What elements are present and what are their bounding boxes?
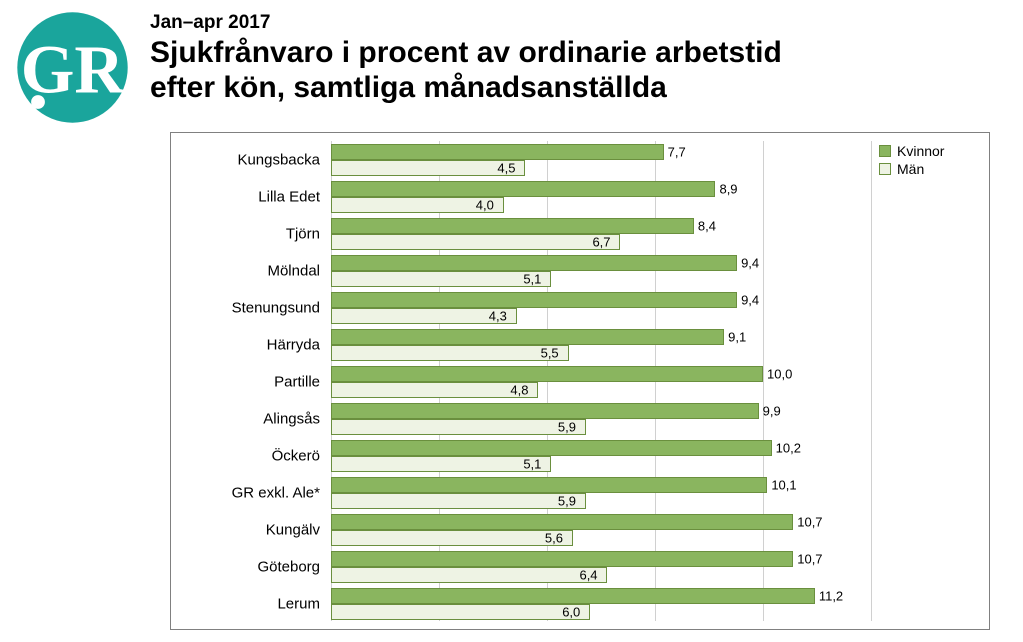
category-label: Kungälv: [266, 522, 320, 539]
plot-area: 7,7 4,5 8,9 4,0 8,4 6,7 9,4 5,1 9,4 4,3 9,1 5,5 10,0…: [331, 141, 871, 621]
grid-line: [871, 141, 872, 621]
bar-man: [331, 604, 590, 620]
bar-man: [331, 160, 525, 176]
header: Jan–apr 2017 Sjukfrånvaro i procent av o…: [150, 12, 1003, 105]
bar-man: [331, 456, 551, 472]
bar-man: [331, 530, 573, 546]
category-label: Stenungsund: [232, 299, 320, 316]
bar-value-kvinnor: 9,4: [741, 292, 759, 307]
bar-man: [331, 382, 538, 398]
category-label: Lerum: [277, 596, 320, 613]
bar-value-man: 4,5: [497, 160, 515, 175]
bar-value-kvinnor: 9,1: [728, 329, 746, 344]
legend-label-kvinnor: Kvinnor: [897, 143, 944, 159]
bar-value-kvinnor: 9,4: [741, 255, 759, 270]
legend-item-man: Män: [879, 161, 979, 177]
category-label: GR exkl. Ale*: [232, 485, 320, 502]
bar-value-man: 4,0: [476, 197, 494, 212]
bar-man: [331, 567, 607, 583]
bar-value-kvinnor: 10,1: [771, 478, 796, 493]
bar-kvinnor: [331, 292, 737, 308]
bar-value-man: 4,8: [510, 383, 528, 398]
grid-line: [763, 141, 764, 621]
category-label: Göteborg: [257, 559, 320, 576]
bar-kvinnor: [331, 403, 759, 419]
category-label: Alingsås: [263, 411, 320, 428]
bar-value-man: 5,1: [523, 457, 541, 472]
gr-logo: GR: [15, 10, 130, 125]
bar-kvinnor: [331, 477, 767, 493]
legend: Kvinnor Män: [879, 143, 979, 179]
bar-value-kvinnor: 11,2: [819, 589, 843, 604]
chart-frame: Kungsbacka Lilla Edet Tjörn Mölndal Stenungs…: [170, 132, 990, 630]
bar-kvinnor: [331, 255, 737, 271]
bar-value-man: 5,9: [558, 420, 576, 435]
bar-value-man: 6,7: [592, 234, 610, 249]
bar-man: [331, 271, 551, 287]
bar-value-man: 5,9: [558, 494, 576, 509]
bar-value-man: 5,6: [545, 531, 563, 546]
bar-kvinnor: [331, 588, 815, 604]
title-line1: Sjukfrånvaro i procent av ordinarie arbe…: [150, 36, 1003, 71]
category-label: Mölndal: [267, 262, 320, 279]
bar-kvinnor: [331, 329, 724, 345]
category-label: Öckerö: [272, 448, 320, 465]
category-label: Tjörn: [286, 225, 320, 242]
bar-value-kvinnor: 10,0: [767, 367, 792, 382]
bar-kvinnor: [331, 440, 772, 456]
bar-kvinnor: [331, 181, 715, 197]
bar-man: [331, 419, 586, 435]
bar-value-kvinnor: 10,2: [776, 441, 801, 456]
bar-kvinnor: [331, 144, 664, 160]
legend-swatch-kvinnor: [879, 145, 891, 157]
bar-value-kvinnor: 8,9: [719, 181, 737, 196]
bar-value-man: 5,5: [541, 345, 559, 360]
category-label: Kungsbacka: [237, 151, 320, 168]
bar-kvinnor: [331, 551, 793, 567]
legend-item-kvinnor: Kvinnor: [879, 143, 979, 159]
bar-value-man: 4,3: [489, 308, 507, 323]
legend-label-man: Män: [897, 161, 924, 177]
category-label: Partille: [274, 374, 320, 391]
legend-swatch-man: [879, 163, 891, 175]
category-label: Härryda: [267, 336, 320, 353]
bar-man: [331, 493, 586, 509]
bar-kvinnor: [331, 366, 763, 382]
category-label: Lilla Edet: [258, 188, 320, 205]
bar-man: [331, 234, 620, 250]
bar-value-man: 5,1: [523, 271, 541, 286]
bar-value-man: 6,4: [579, 568, 597, 583]
bar-value-kvinnor: 10,7: [797, 515, 822, 530]
bar-value-kvinnor: 7,7: [668, 144, 686, 159]
bar-value-kvinnor: 9,9: [763, 404, 781, 419]
bar-value-man: 6,0: [562, 605, 580, 620]
bar-man: [331, 345, 569, 361]
bar-kvinnor: [331, 514, 793, 530]
bar-value-kvinnor: 8,4: [698, 218, 716, 233]
bar-kvinnor: [331, 218, 694, 234]
title-line2: efter kön, samtliga månadsanställda: [150, 71, 1003, 106]
subtitle: Jan–apr 2017: [150, 12, 1003, 34]
bar-value-kvinnor: 10,7: [797, 552, 822, 567]
category-labels: Kungsbacka Lilla Edet Tjörn Mölndal Stenungs…: [171, 141, 326, 621]
